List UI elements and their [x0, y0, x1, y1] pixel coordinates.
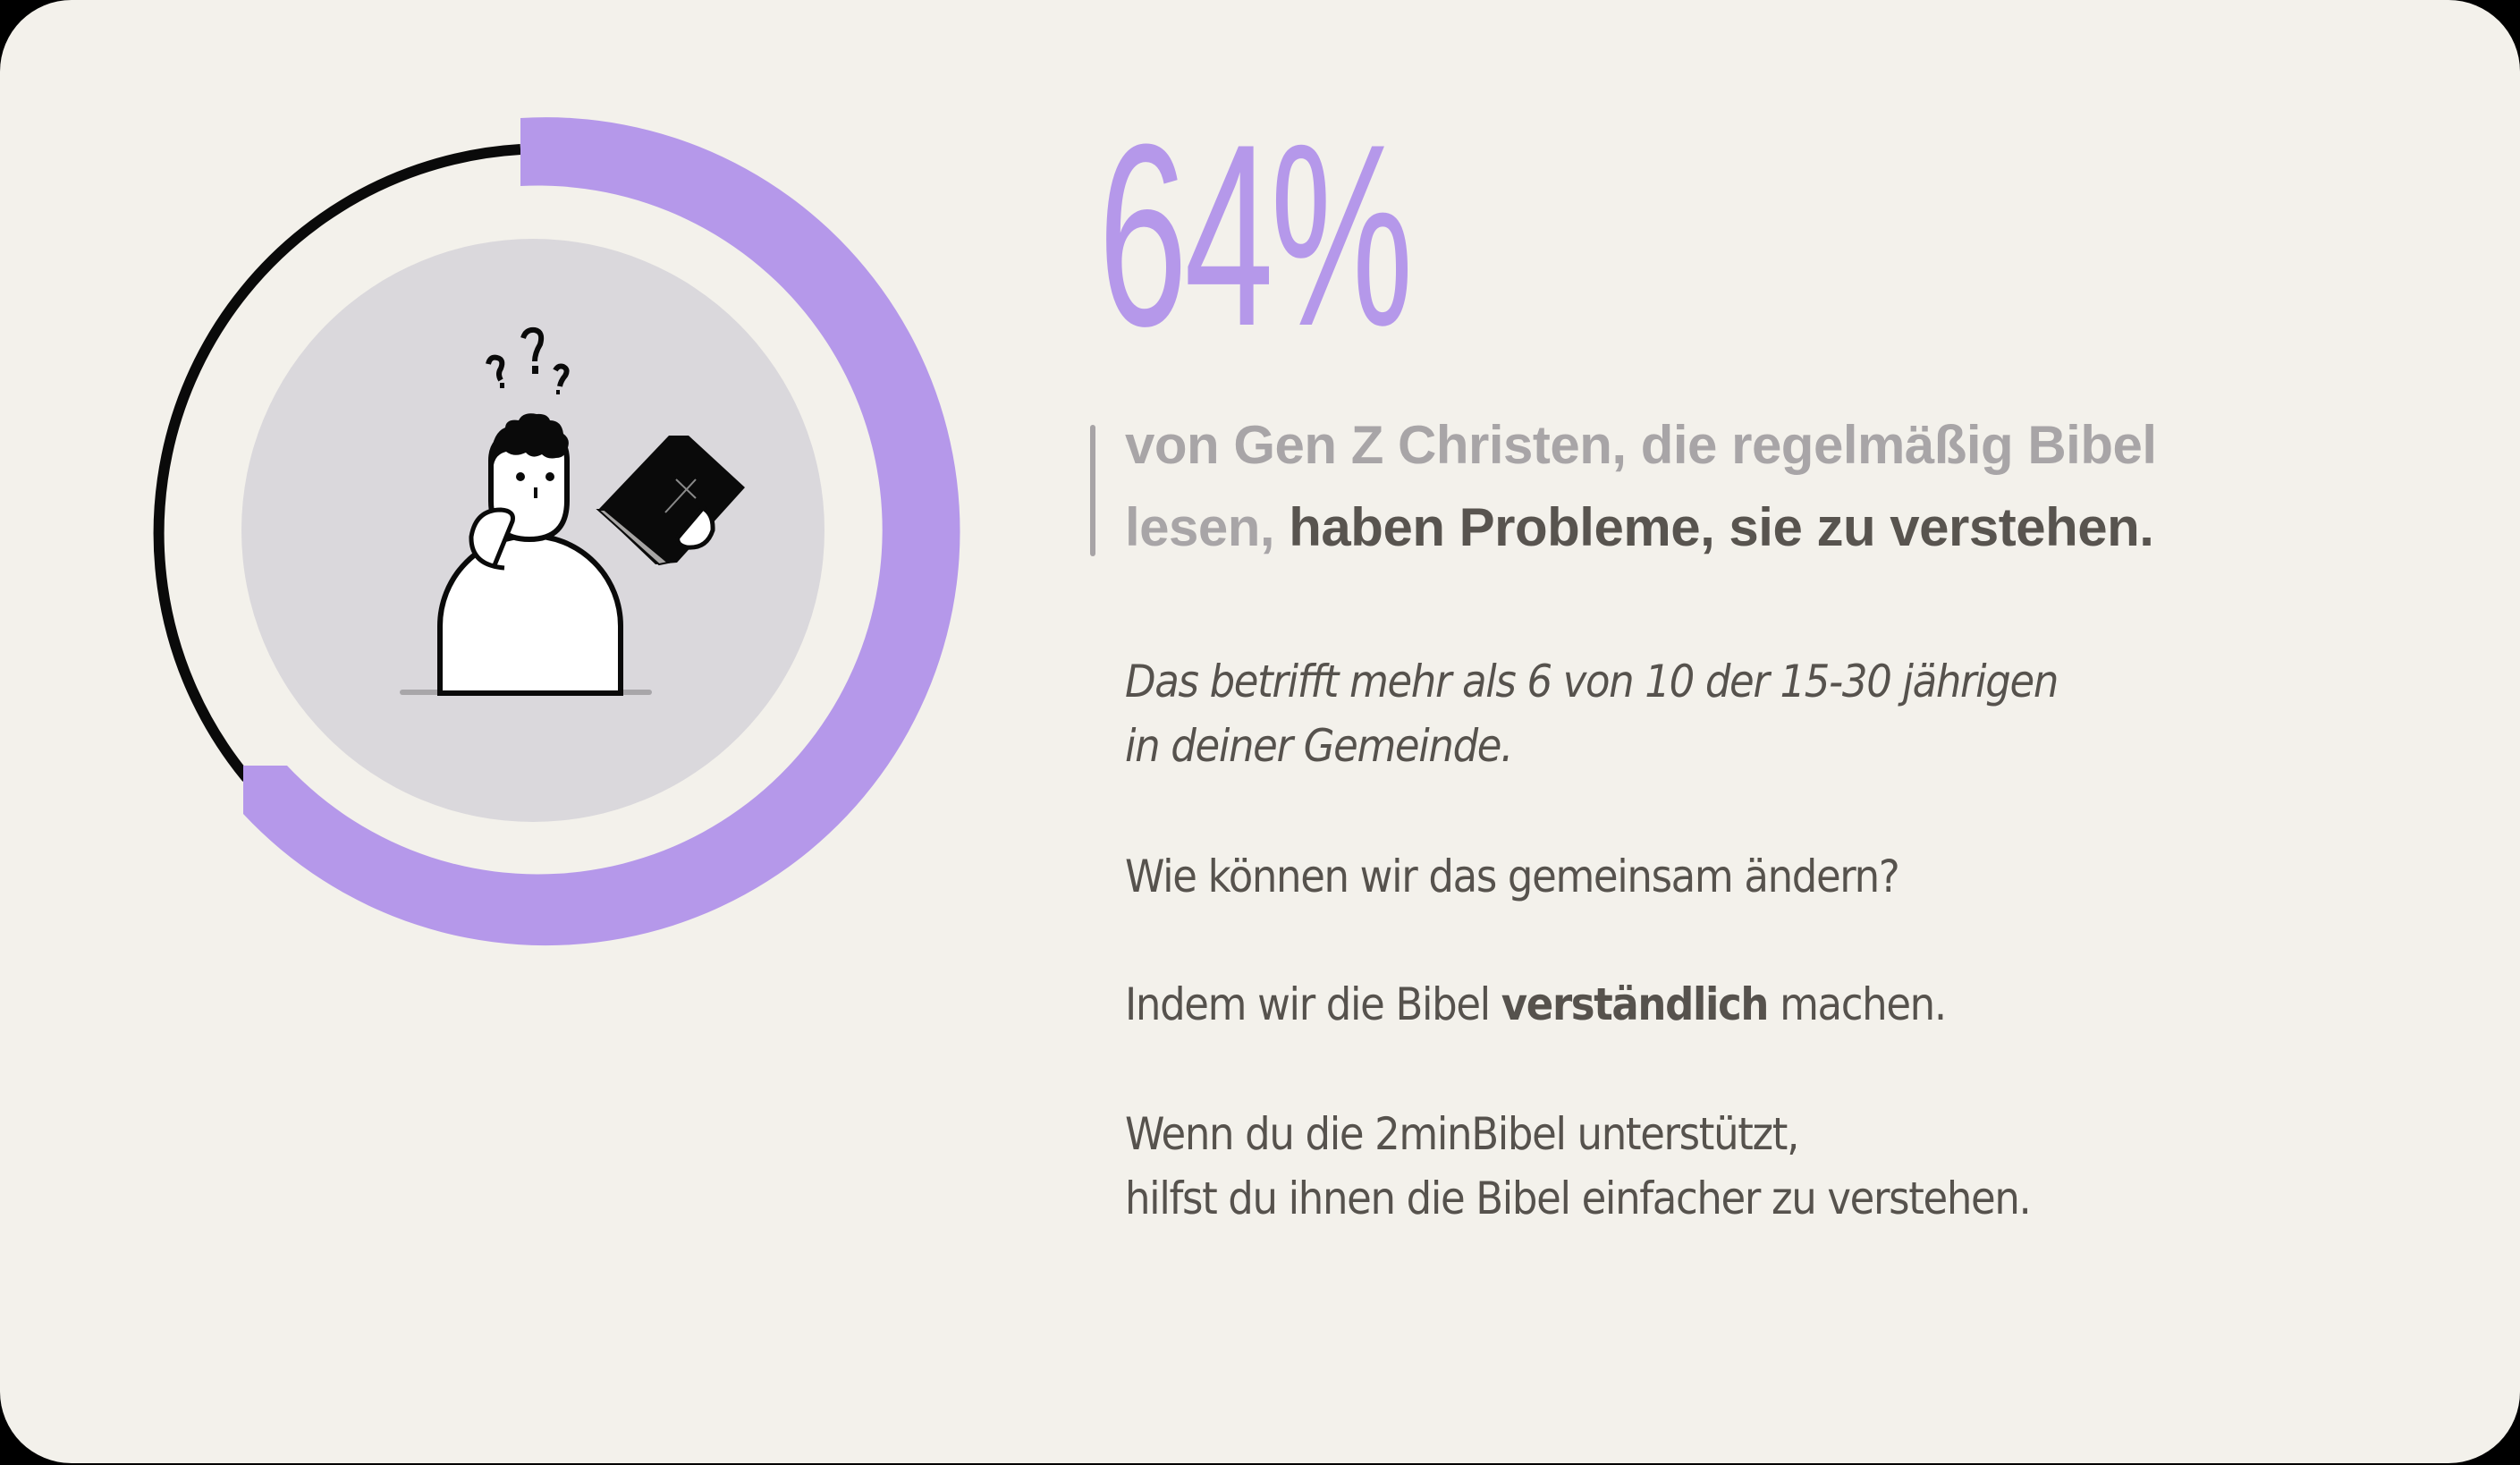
- answer-post: machen.: [1768, 978, 1947, 1030]
- cta-line2: hilfst du ihnen die Bibel einfacher zu v…: [1125, 1173, 2032, 1224]
- cta-text: Wenn du die 2minBibel unterstützt, hilfs…: [1125, 1102, 2332, 1231]
- question-marks-icon: [486, 326, 570, 394]
- bible-book-icon: [596, 436, 745, 566]
- progress-ring-illustration: [153, 117, 960, 946]
- subtitle-line2-dark: haben Probleme, sie zu verstehen.: [1274, 497, 2154, 557]
- italic-line1: Das betrifft mehr als 6 von 10 der 15-30…: [1125, 656, 2059, 707]
- person-body: [437, 533, 623, 696]
- stat-percentage: 64%: [1098, 90, 1413, 380]
- question-text: Wie können wir das gemeinsam ändern?: [1125, 851, 1900, 902]
- quote-bar: [1090, 425, 1095, 556]
- cta-line1: Wenn du die 2minBibel unterstützt,: [1125, 1108, 1799, 1160]
- subtitle-line2-light: lesen,: [1125, 497, 1275, 557]
- ring-track: [153, 144, 521, 782]
- answer-text: Indem wir die Bibel verständlich machen.: [1125, 972, 2332, 1037]
- progress-arc: [243, 117, 960, 946]
- answer-bold: verständlich: [1501, 978, 1770, 1030]
- answer-pre: Indem wir die Bibel: [1125, 978, 1501, 1030]
- italic-note: Das betrifft mehr als 6 von 10 der 15-30…: [1125, 649, 2332, 778]
- subtitle-line1: von Gen Z Christen, die regelmäßig Bibel: [1125, 415, 2157, 475]
- italic-line2: in deiner Gemeinde.: [1125, 720, 1513, 772]
- stat-subtitle: von Gen Z Christen, die regelmäßig Bibel…: [1125, 404, 2377, 569]
- person-hand: [469, 507, 515, 571]
